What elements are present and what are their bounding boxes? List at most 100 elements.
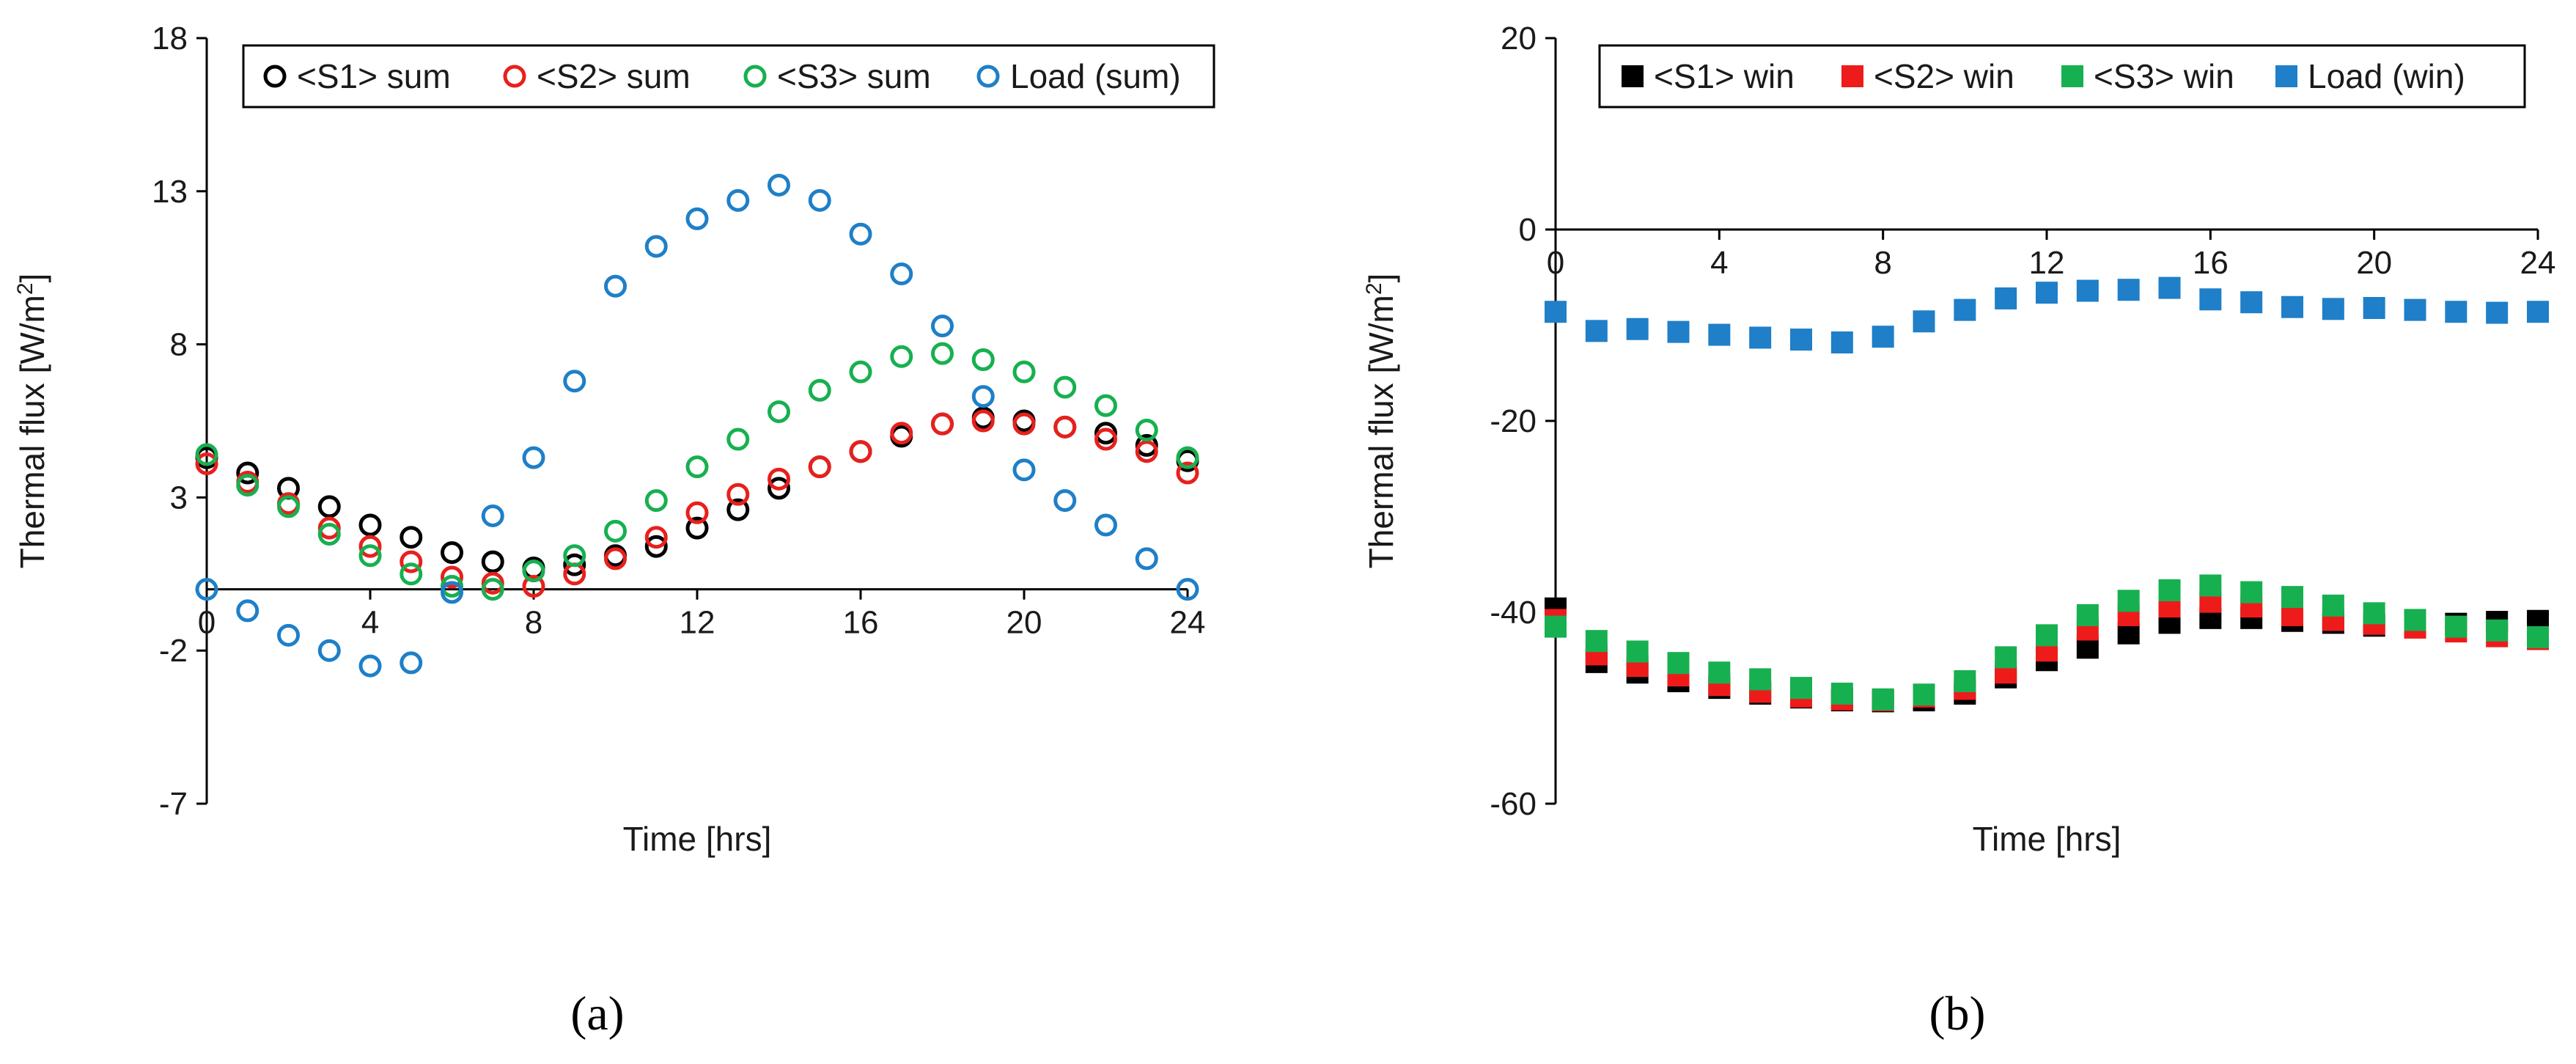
- data-point: [1995, 287, 2017, 309]
- data-point: [890, 263, 913, 286]
- data-point: [726, 188, 750, 212]
- data-point: [1954, 298, 1976, 321]
- data-point: [358, 544, 382, 568]
- data-point: [1830, 682, 1853, 705]
- data-point: [1176, 578, 1199, 601]
- data-point: [1545, 301, 1567, 323]
- legend-label: <S1> win: [1654, 57, 1795, 95]
- data-point: [768, 173, 790, 197]
- legend-label: <S3> sum: [777, 57, 931, 95]
- data-point: [2036, 624, 2058, 647]
- legend-label: <S2> win: [1874, 57, 2014, 95]
- data-point: [1135, 440, 1158, 463]
- data-point: [1708, 323, 1731, 346]
- data-point: [644, 526, 668, 549]
- data-point: [522, 575, 545, 598]
- data-point: [2322, 594, 2344, 617]
- data-point: [685, 501, 709, 524]
- data-point: [317, 639, 341, 662]
- data-point: [644, 535, 668, 558]
- data-point: [441, 541, 463, 565]
- data-point: [1749, 326, 1772, 349]
- data-point: [1053, 489, 1077, 513]
- data-point: [1135, 547, 1158, 570]
- legend-label: Load (sum): [1010, 57, 1181, 95]
- y-tick-label-a: 13: [152, 174, 188, 210]
- data-point: [2158, 276, 2181, 299]
- legend-label: <S2> sum: [537, 57, 691, 95]
- data-point: [2527, 301, 2549, 323]
- panel-label-a: (a): [570, 987, 624, 1041]
- data-point: [1094, 394, 1117, 417]
- x-tick-label-b: 8: [1874, 245, 1891, 281]
- data-point: [685, 207, 709, 230]
- data-point: [971, 348, 995, 371]
- data-point: [808, 455, 831, 479]
- x-tick-label-b: 4: [1710, 245, 1728, 281]
- data-point: [400, 550, 423, 573]
- series-a-1: [195, 409, 1199, 598]
- x-tick-label-a: 0: [198, 605, 216, 641]
- data-point: [849, 360, 872, 384]
- data-point: [481, 578, 504, 601]
- data-point: [2363, 297, 2385, 320]
- data-point: [195, 452, 218, 475]
- data-point: [685, 455, 709, 479]
- data-point: [2445, 615, 2468, 638]
- data-point: [2363, 602, 2385, 625]
- legend-marker: [1622, 65, 1644, 87]
- chart-panel-b: -60 -40 -20 0 20 0 4 8 12 16 20 24 Time [hrs] Thermal…: [1362, 21, 2555, 1041]
- legend-marker: [976, 65, 1000, 88]
- data-point: [1176, 446, 1199, 469]
- data-point: [1135, 419, 1158, 442]
- data-point: [400, 562, 423, 586]
- data-point: [195, 443, 218, 466]
- data-point: [1545, 615, 1567, 638]
- data-point: [2486, 301, 2509, 324]
- data-point: [1012, 458, 1036, 482]
- panel-label-b: (b): [1929, 987, 1986, 1041]
- data-point: [277, 495, 300, 518]
- data-point: [317, 495, 341, 518]
- x-tick-label-a: 4: [361, 605, 379, 641]
- data-point: [1790, 677, 1812, 700]
- data-point: [2076, 279, 2099, 302]
- data-point: [644, 489, 668, 513]
- data-point: [1913, 310, 1935, 333]
- data-point: [2076, 603, 2099, 626]
- data-point: [1626, 318, 1649, 340]
- legend-marker: [1841, 65, 1863, 87]
- data-point: [1176, 461, 1199, 485]
- data-point: [2199, 288, 2222, 311]
- data-point: [563, 553, 586, 576]
- y-tick-label-a: -2: [159, 633, 188, 669]
- x-tick-label-b: 16: [2193, 245, 2229, 281]
- x-tick-label-a: 8: [525, 605, 542, 641]
- data-point: [2486, 619, 2509, 642]
- data-point: [604, 274, 627, 298]
- series-a-3: [195, 173, 1199, 678]
- x-tick-label-a: 20: [1007, 605, 1042, 641]
- data-point: [563, 544, 586, 568]
- data-point: [358, 654, 382, 678]
- data-point: [890, 345, 913, 368]
- y-tick-label-a: 8: [170, 327, 188, 363]
- data-point: [768, 400, 790, 423]
- data-point: [400, 526, 423, 549]
- series-b-2: [1545, 574, 2549, 711]
- data-point: [1667, 652, 1690, 675]
- y-axis-title-a: Thermal flux [W/m2]: [13, 274, 51, 569]
- data-point: [2404, 298, 2426, 321]
- data-point: [971, 385, 995, 408]
- data-point: [522, 559, 545, 583]
- series-b-1: [1545, 590, 2549, 712]
- series-a-2: [195, 342, 1199, 601]
- series-b-3: [1545, 276, 2549, 353]
- data-point: [971, 409, 995, 433]
- data-point: [2281, 296, 2303, 318]
- data-point: [726, 483, 750, 506]
- legend-marker: [2061, 65, 2083, 87]
- y-tick-label-a: 3: [170, 480, 188, 516]
- data-point: [2199, 574, 2222, 597]
- x-tick-label-b: 0: [1547, 245, 1564, 281]
